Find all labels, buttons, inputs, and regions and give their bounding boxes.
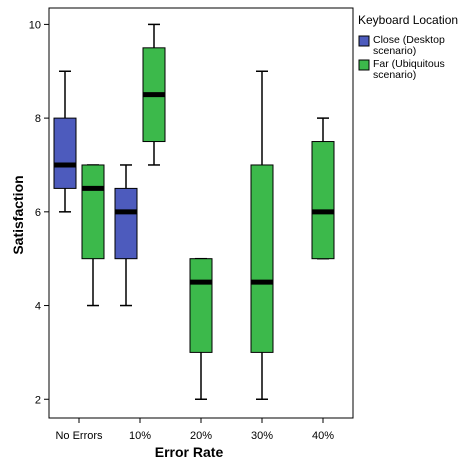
legend-label: Far (Ubiquitous (373, 58, 445, 70)
x-tick-label: 30% (251, 430, 273, 442)
box-far-20- (189, 257, 213, 401)
y-tick-label: 2 (35, 394, 41, 406)
x-tick-label: 20% (190, 430, 212, 442)
box-far-30- (250, 70, 274, 401)
y-tick-label: 8 (35, 113, 41, 125)
y-tick-label: 4 (35, 301, 41, 313)
x-tick-label: 10% (129, 430, 151, 442)
y-tick-label: 6 (35, 207, 41, 219)
legend-swatch (358, 59, 370, 71)
plot-area: 2 4 6 8 10 No Errors 10% 20% 30% 40% (29, 7, 354, 442)
legend-label: Close (Desktop (373, 34, 445, 46)
legend-label: scenario) (373, 45, 416, 57)
box-close-10- (114, 164, 138, 307)
legend: Keyboard Location Close (Desktopscenario… (358, 13, 458, 81)
y-tick-label: 10 (29, 19, 41, 31)
box-iqr (53, 117, 77, 189)
x-tick-label: 40% (312, 430, 334, 442)
box-iqr (114, 187, 138, 260)
box-far-no-errors (81, 164, 105, 307)
box-far-40- (311, 117, 335, 260)
legend-title: Keyboard Location (358, 13, 458, 27)
box-iqr (311, 141, 335, 260)
legend-label: scenario) (373, 69, 416, 81)
x-axis-title: Error Rate (155, 444, 224, 460)
box-iqr (189, 258, 213, 353)
x-tick-label: No Errors (55, 430, 103, 442)
box-close-no-errors (53, 70, 77, 213)
box-iqr (81, 164, 105, 260)
legend-swatch (358, 35, 370, 47)
box-far-10- (142, 23, 166, 166)
y-axis-title: Satisfaction (10, 175, 26, 254)
box-iqr (250, 164, 274, 353)
